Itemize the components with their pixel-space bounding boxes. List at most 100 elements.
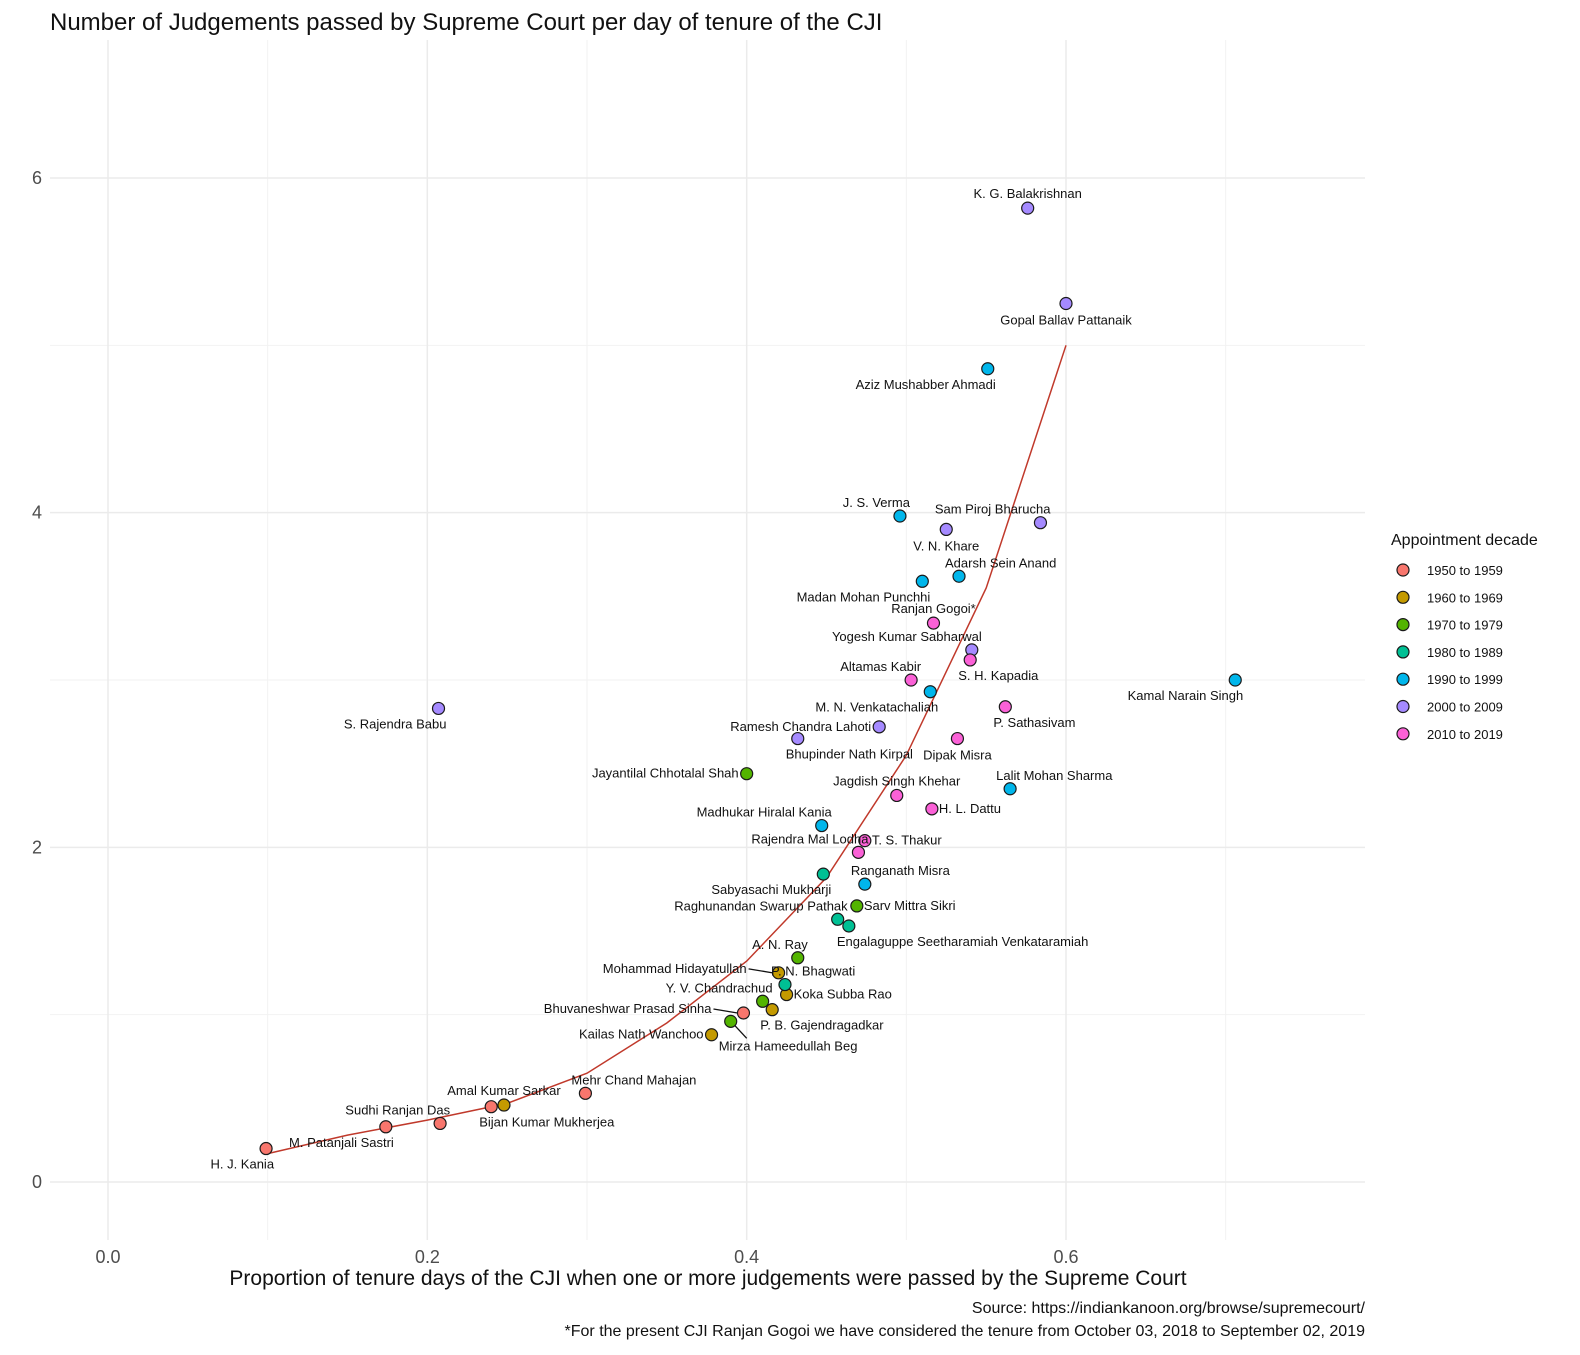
data-point — [816, 867, 830, 881]
legend-label: 2010 to 2019 — [1427, 727, 1503, 742]
legend-label: 1960 to 1969 — [1427, 590, 1503, 605]
legend-key — [1396, 617, 1410, 632]
data-point — [926, 616, 941, 630]
point-label: Rajendra Mal Lodha — [751, 831, 869, 846]
data-point — [379, 1120, 393, 1134]
point-label: Jayantilal Chhotalal Shah — [592, 766, 739, 781]
y-tick-label: 0 — [32, 1172, 42, 1192]
legend-label: 1950 to 1959 — [1427, 563, 1503, 578]
data-point — [872, 720, 886, 734]
data-point — [1003, 782, 1017, 796]
label-leader — [748, 968, 773, 974]
x-tick-label: 0.6 — [1053, 1247, 1078, 1267]
point-label: Yogesh Kumar Sabharwal — [832, 629, 982, 644]
label-leader — [713, 1008, 738, 1014]
point-label: Sarv Mittra Sikri — [864, 898, 956, 913]
data-point — [893, 509, 907, 523]
point-label: Sudhi Ranjan Das — [345, 1102, 450, 1117]
legend-label: 1990 to 1999 — [1427, 672, 1503, 687]
point-label: Dipak Misra — [923, 748, 992, 763]
point-label: Ranjan Gogoi* — [891, 601, 976, 616]
data-point — [578, 1086, 593, 1100]
point-label: Mehr Chand Mahajan — [571, 1072, 696, 1087]
point-label: Lalit Mohan Sharma — [996, 768, 1113, 783]
x-tick-label: 0.4 — [734, 1247, 759, 1267]
data-point — [998, 700, 1012, 714]
point-label: Madhukar Hiralal Kania — [697, 805, 833, 820]
data-point — [923, 685, 937, 699]
data-point — [740, 767, 754, 781]
data-points — [259, 201, 1242, 1156]
label-leaders — [713, 968, 773, 1039]
point-label: Ramesh Chandra Lahoti — [730, 719, 871, 734]
label-leader — [733, 1023, 748, 1039]
legend: Appointment decade 1950 to 1959 1960 to 1… — [1391, 532, 1538, 742]
data-point — [831, 912, 845, 926]
x-tick-label: 0.2 — [415, 1247, 440, 1267]
data-point — [939, 522, 953, 537]
point-label: P. Sathasivam — [993, 715, 1075, 730]
point-label: Bhuvaneshwar Prasad Sinha — [544, 1001, 712, 1016]
data-point — [842, 919, 856, 933]
legend-key — [1396, 563, 1410, 577]
y-tick-label: 6 — [32, 168, 42, 188]
data-point — [704, 1028, 719, 1042]
point-label: Engalaguppe Seetharamiah Venkataramiah — [837, 934, 1089, 949]
data-point — [815, 818, 829, 833]
data-point — [858, 877, 872, 891]
point-label: Amal Kumar Sarkar — [447, 1083, 561, 1098]
data-point — [431, 701, 446, 716]
data-point — [791, 951, 805, 965]
legend-key — [1396, 672, 1410, 686]
point-label: Koka Subba Rao — [794, 987, 892, 1002]
data-point — [771, 966, 786, 980]
point-label: Jagdish Singh Khehar — [833, 773, 961, 788]
point-label: Sam Piroj Bharucha — [935, 502, 1051, 517]
point-label: M. Patanjali Sastri — [289, 1135, 394, 1150]
data-point — [963, 653, 977, 667]
point-label: Madan Mohan Punchhi — [797, 589, 931, 604]
point-label: P. N. Bhagwati — [771, 964, 855, 979]
point-label: T. S. Thakur — [872, 833, 943, 848]
point-label: S. H. Kapadia — [958, 668, 1039, 683]
point-label: P. B. Gajendragadkar — [760, 1018, 884, 1033]
legend-key — [1396, 727, 1410, 741]
legend-label: 1970 to 1979 — [1427, 618, 1503, 633]
point-label: Mohammad Hidayatullah — [603, 961, 747, 976]
point-label: Sabyasachi Mukharji — [711, 882, 831, 897]
data-point — [1059, 296, 1073, 311]
data-point — [724, 1014, 738, 1028]
legend-title: Appointment decade — [1391, 532, 1538, 549]
point-label: H. L. Dattu — [939, 801, 1001, 816]
data-point — [904, 673, 918, 687]
data-point — [736, 1006, 751, 1020]
data-point — [851, 845, 866, 859]
legend-key — [1396, 645, 1410, 659]
data-point — [259, 1141, 273, 1156]
point-label: Bhupinder Nath Kirpal — [786, 747, 913, 762]
point-label: A. N. Ray — [752, 937, 808, 952]
legend-label: 2000 to 2009 — [1427, 700, 1503, 715]
data-point — [925, 802, 939, 816]
point-label: Bijan Kumar Mukherjea — [479, 1115, 615, 1130]
point-label: Raghunandan Swarup Pathak — [674, 898, 848, 913]
legend-key — [1396, 590, 1410, 604]
point-label: M. N. Venkatachaliah — [815, 700, 938, 715]
grid — [50, 40, 1365, 1240]
data-point — [433, 1116, 447, 1131]
caption-footnote: *For the present CJI Ranjan Gogoi we hav… — [565, 1323, 1366, 1340]
point-label: S. Rajendra Babu — [344, 716, 447, 731]
x-tick-label: 0.0 — [95, 1247, 120, 1267]
data-point — [952, 569, 966, 583]
point-label: K. G. Balakrishnan — [973, 186, 1081, 201]
chart-title: Number of Judgements passed by Supreme C… — [50, 9, 882, 36]
data-point — [778, 977, 792, 992]
data-point — [850, 899, 864, 913]
point-label: Kamal Narain Singh — [1128, 688, 1244, 703]
point-label: Adarsh Sein Anand — [945, 555, 1056, 570]
point-label: Gopal Ballav Pattanaik — [1000, 313, 1132, 328]
legend-label: 1980 to 1989 — [1427, 645, 1503, 660]
data-point — [756, 994, 770, 1008]
